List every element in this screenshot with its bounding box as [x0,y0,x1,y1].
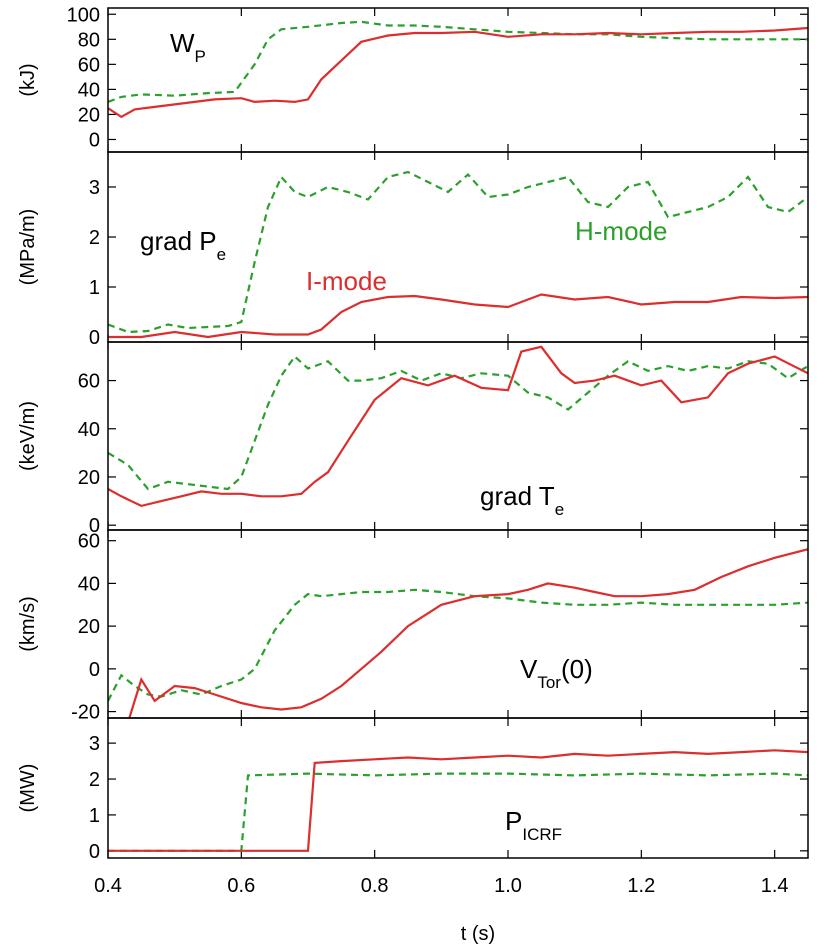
panel-label-subscript: Tor [537,673,561,692]
y-tick-label: 0 [89,659,100,681]
x-tick-label: 1.2 [627,875,655,897]
y-tick-label: 0 [89,129,100,151]
x-tick-label: 1.0 [494,875,522,897]
panel-label: PICRF [505,806,562,844]
panel-1: 0 20 40 60 80 100 (kJ) WP [17,4,809,153]
series-h-mode [108,772,808,852]
panel-label-subscript: e [555,500,564,519]
series-i-mode [108,293,808,339]
y-tick-label: 20 [78,104,100,126]
panel-frame [107,717,809,859]
series-i-mode [108,345,808,508]
panel-label: grad Te [480,481,564,519]
y-tick-label: 40 [78,573,100,595]
series-i-mode [108,26,808,119]
y-tick-label: 0 [89,841,100,863]
series-h-mode [108,588,808,702]
panel-frame [107,7,809,153]
y-tick-label: 20 [78,616,100,638]
y-tick-label: 0 [89,515,100,537]
y-tick-label: 1 [89,277,100,299]
x-tick-label: 0.6 [227,875,255,897]
panel-3: 0 20 40 60 (keV/m) grad Te [17,341,809,537]
y-tick-label: 60 [78,531,100,553]
y-tick-label: 20 [78,467,100,489]
y-axis-label: (kJ) [17,63,39,96]
y-tick-label: 40 [78,419,100,441]
y-tick-label: 60 [78,371,100,393]
series-h-mode [108,354,808,491]
y-axis-label: (MW) [17,764,39,813]
series-label-i-mode: I-mode [306,266,387,296]
series-i-mode [108,749,808,852]
x-tick-label: 1.4 [761,875,789,897]
panel-label: grad Pe [140,226,226,264]
y-tick-label: -20 [71,702,100,724]
panel-5: 0 1 2 3 (MW) PICRF [17,717,809,863]
panel-frame [107,341,809,531]
y-tick-label: 1 [89,805,100,827]
y-tick-label: 40 [78,79,100,101]
series-h-mode [108,20,808,103]
panel-4: -20 0 20 40 60 (km/s) VTor(0) [17,529,809,724]
x-tick-label: 0.8 [361,875,389,897]
panel-frame [107,529,809,719]
panel-label-subscript: ICRF [522,825,562,844]
panel-2: 0 1 2 3 (MPa/m) grad Pe H-mode I-mode [17,151,809,349]
y-axis-label: (MPa/m) [17,209,39,286]
y-tick-label: 80 [78,29,100,51]
y-tick-label: 3 [89,733,100,755]
panel-label-subscript: e [217,245,226,264]
y-tick-label: 2 [89,227,100,249]
panel-label: WP [170,28,206,66]
y-tick-label: 60 [78,54,100,76]
series-label-h-mode: H-mode [575,216,667,246]
y-tick-label: 100 [67,4,100,26]
panel-label: VTor(0) [520,654,593,692]
y-axis-label: (km/s) [17,596,39,652]
x-tick-label: 0.4 [94,875,122,897]
y-tick-label: 0 [89,327,100,349]
x-axis-label: t (s) [461,923,495,945]
panel-label-tail: (0) [561,654,593,684]
series-i-mode [128,548,808,718]
y-tick-label: 2 [89,769,100,791]
y-tick-label: 3 [89,177,100,199]
panel-label-subscript: P [195,47,206,66]
y-axis-label: (keV/m) [17,401,39,471]
series-h-mode [108,170,808,334]
